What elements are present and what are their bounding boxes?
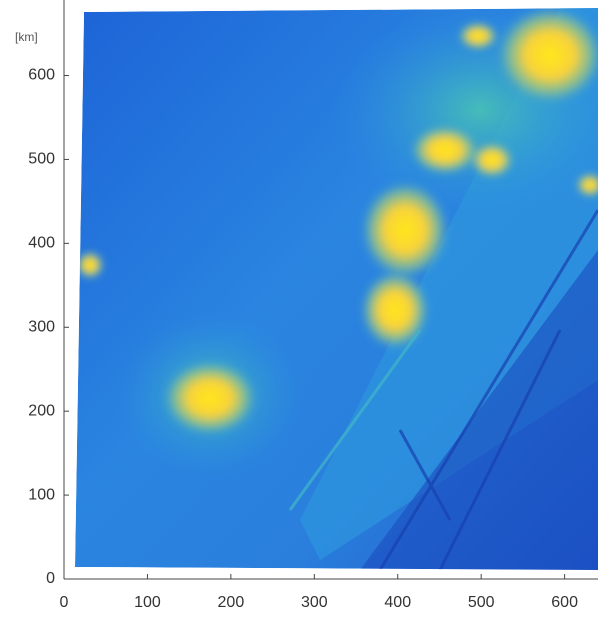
x-tick-label: 300: [301, 594, 328, 611]
chart: [km] 0 100 200 300 400 500 600 0 100 200 300 400 500…: [0, 0, 598, 619]
y-tick-label: 600: [28, 67, 55, 84]
y-tick-label: 200: [28, 402, 55, 419]
y-tick-label: 400: [28, 235, 55, 252]
y-tick-label: 500: [28, 151, 55, 168]
y-unit-label: [km]: [15, 30, 38, 44]
y-tick-label: 300: [28, 318, 55, 335]
x-tick-label: 600: [551, 594, 578, 611]
x-tick-label: 500: [468, 594, 495, 611]
heatmap-image: [75, 0, 598, 570]
x-tick-label: 400: [384, 594, 411, 611]
y-tick-label: 0: [46, 570, 55, 587]
x-tick-label: 100: [134, 594, 161, 611]
y-tick-label: 100: [28, 486, 55, 503]
x-tick-label: 200: [218, 594, 245, 611]
x-tick-label: 0: [60, 594, 69, 611]
